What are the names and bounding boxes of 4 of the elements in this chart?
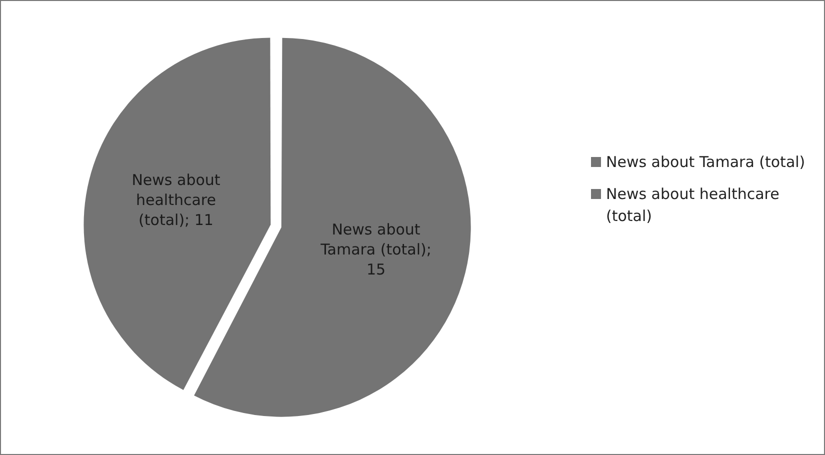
data-label: News about Tamara (total); 15 — [320, 220, 432, 279]
data-label: News about healthcare (total); 11 — [132, 171, 220, 230]
legend-label: News about Tamara (total) — [606, 152, 806, 173]
legend-label: News about healthcare (total) — [606, 184, 780, 227]
